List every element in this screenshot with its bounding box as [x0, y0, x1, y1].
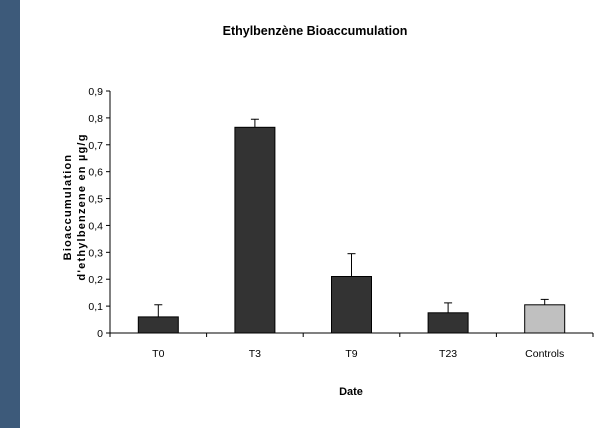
y-tick-label: 0,2 [88, 274, 103, 286]
chart-title: Ethylbenzène Bioaccumulation [223, 24, 408, 38]
x-tick-label: T23 [439, 348, 457, 360]
y-tick-labels: 0 0,1 0,2 0,3 0,4 0,5 0,6 0,7 0,8 0,9 [88, 86, 103, 340]
bar-chart: Ethylbenzène Bioaccumulation Bioaccumula… [62, 24, 594, 398]
bar-series [137, 126, 566, 334]
y-axis-label: Bioaccumulation d'ethylbenzene en µg/g [62, 133, 88, 280]
y-axis-label-line-2: d'ethylbenzene en µg/g [76, 133, 88, 280]
bar-t9 [331, 276, 372, 334]
error-bars [154, 118, 549, 317]
y-tick-label: 0,1 [88, 301, 103, 313]
x-tick-label: T9 [345, 348, 357, 360]
bar-t23 [427, 312, 469, 334]
x-tick-label: Controls [525, 348, 564, 360]
bar-t3 [234, 126, 276, 334]
x-tick-labels: T0 T3 T9 T23 Controls [152, 348, 564, 360]
y-tick-label: 0,8 [88, 113, 103, 125]
y-tick-label: 0,6 [88, 167, 103, 179]
y-tick-label: 0,4 [88, 220, 103, 232]
x-tick-label: T0 [152, 348, 164, 360]
y-tick-label: 0,5 [88, 194, 103, 206]
x-axis-label: Date [339, 386, 363, 398]
axes [106, 90, 594, 337]
y-tick-label: 0,9 [88, 86, 103, 98]
y-tick-label: 0 [97, 328, 103, 340]
y-tick-label: 0,3 [88, 247, 103, 259]
bar-controls [524, 304, 566, 334]
y-tick-label: 0,7 [88, 140, 103, 152]
bar-t0 [137, 316, 179, 334]
x-tick-label: T3 [249, 348, 261, 360]
chart-panel: Ethylbenzène Bioaccumulation Bioaccumula… [20, 0, 595, 428]
y-axis-label-line-1: Bioaccumulation [62, 154, 74, 261]
